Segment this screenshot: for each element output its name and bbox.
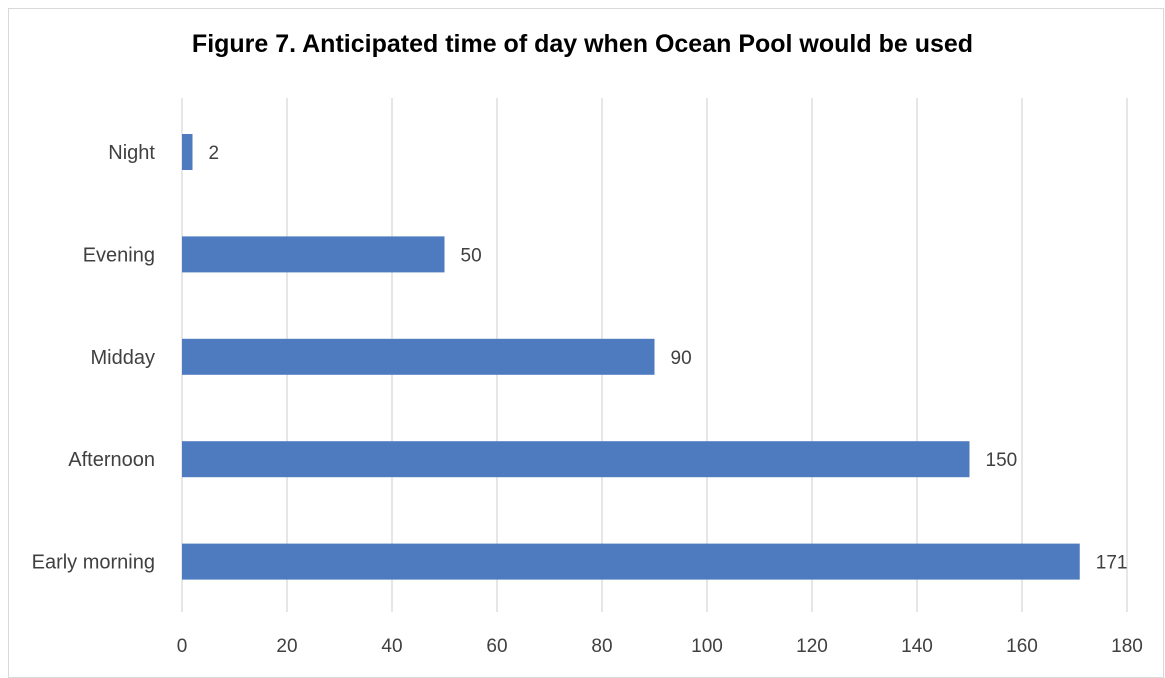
data-label: 90	[671, 348, 692, 369]
bar	[182, 134, 193, 170]
category-label: Evening	[83, 244, 155, 266]
x-tick-label: 100	[691, 636, 723, 657]
x-tick-label: 160	[1006, 636, 1038, 657]
x-tick-label: 20	[276, 636, 297, 657]
x-tick-label: 180	[1111, 636, 1143, 657]
bar	[182, 236, 445, 273]
x-tick-label: 120	[796, 636, 828, 657]
data-label: 50	[461, 245, 482, 266]
bars	[182, 134, 1080, 580]
x-tick-label: 60	[486, 636, 507, 657]
x-tick-label: 140	[901, 636, 933, 657]
labels: 0 20 40 60 80 100 120 140 160 180 Night 2 Evening 50 M…	[32, 142, 1143, 657]
bar	[182, 543, 1080, 580]
data-label: 2	[209, 143, 220, 164]
category-label: Early morning	[32, 552, 155, 574]
x-tick-label: 80	[591, 636, 612, 657]
bar	[182, 338, 655, 375]
x-tick-label: 0	[177, 636, 188, 657]
bar	[182, 441, 970, 478]
data-label: 150	[986, 450, 1018, 471]
category-label: Afternoon	[68, 449, 155, 471]
x-tick-label: 40	[381, 636, 402, 657]
data-label: 171	[1096, 553, 1128, 574]
category-label: Night	[108, 142, 155, 164]
chart-title: Figure 7. Anticipated time of day when O…	[191, 30, 974, 58]
category-label: Midday	[91, 347, 155, 369]
